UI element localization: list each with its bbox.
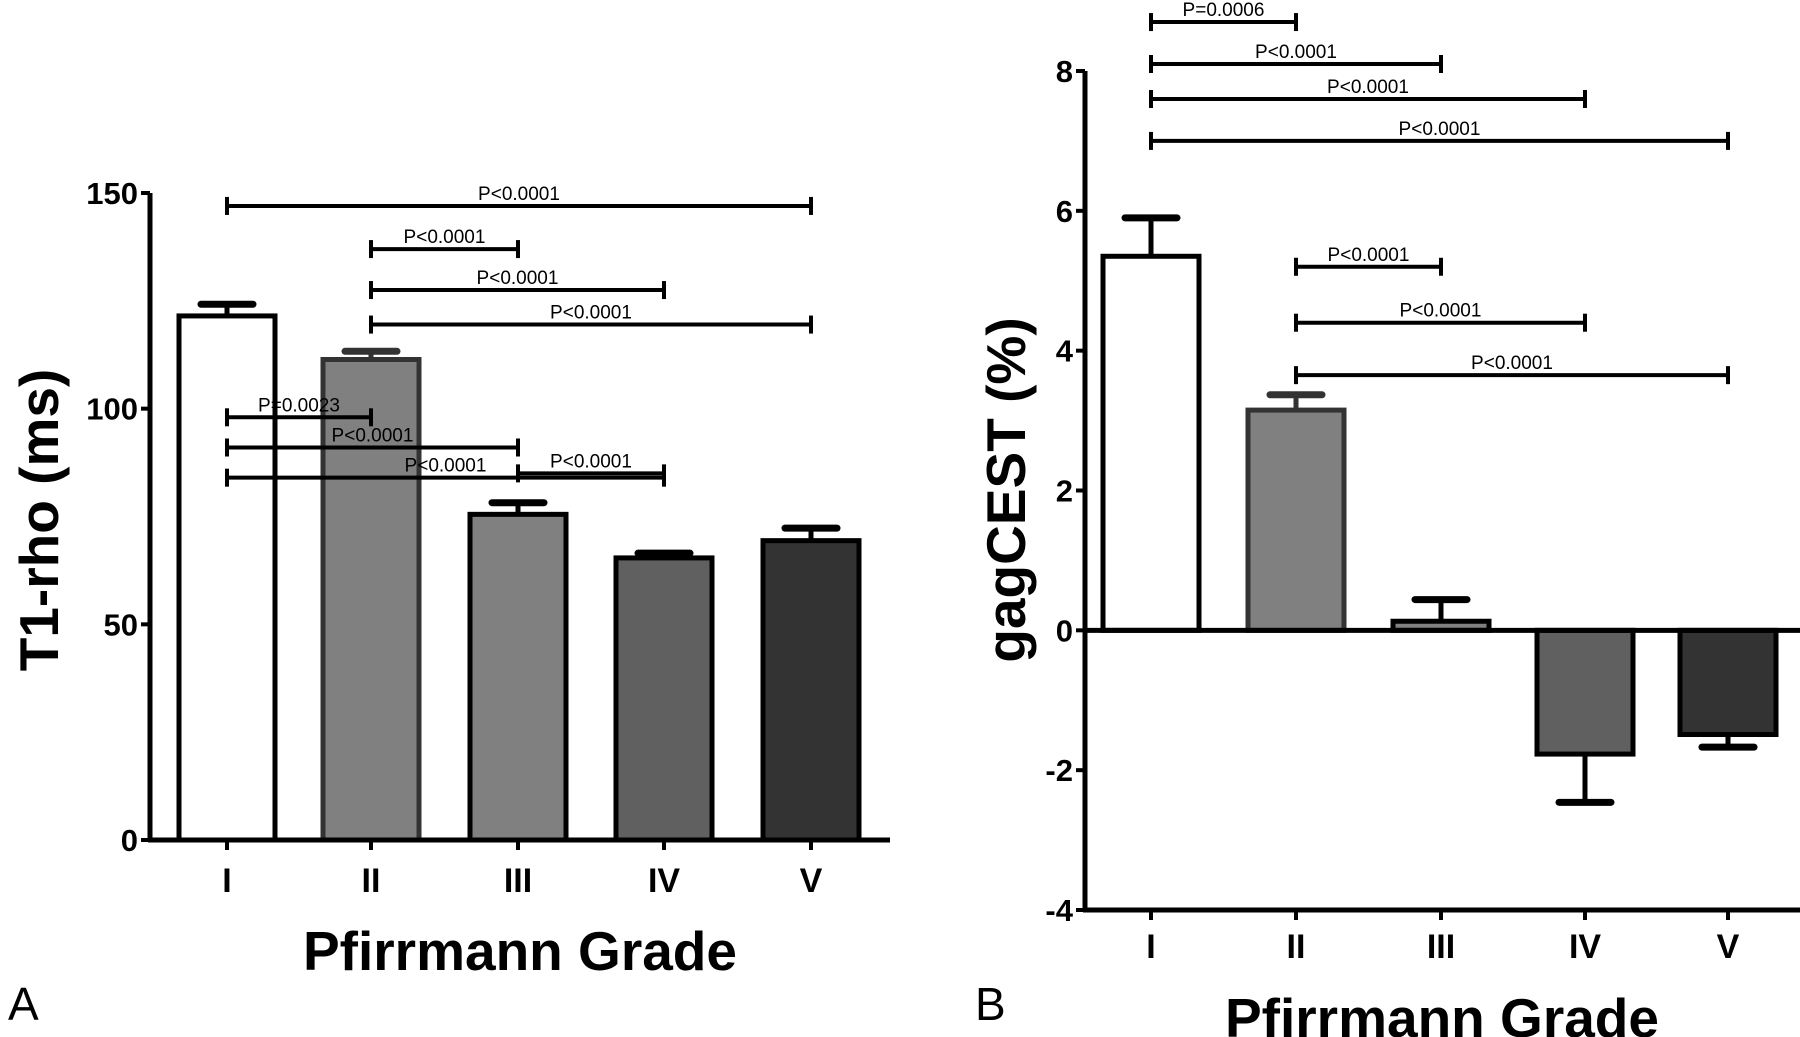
y-tick-label: 8 xyxy=(1056,54,1073,89)
bar xyxy=(1245,407,1347,633)
x-axis-title-b: Pfirrmann Grade xyxy=(1225,987,1659,1037)
bar xyxy=(1534,627,1636,757)
p-value-label: P<0.0001 xyxy=(1328,245,1410,266)
y-tick-label: 100 xyxy=(86,392,138,427)
y-axis-title-b: gagCEST (%) xyxy=(975,317,1037,662)
x-tick-label: IV xyxy=(648,862,680,900)
p-value-label: P<0.0001 xyxy=(1471,353,1553,374)
bar xyxy=(176,313,278,843)
y-tick-label: 0 xyxy=(1056,613,1073,648)
p-value-label: P=0.0023 xyxy=(258,395,340,416)
y-tick-label: -4 xyxy=(1045,893,1073,928)
y-tick-label: 50 xyxy=(104,607,138,642)
p-value-label: P<0.0001 xyxy=(477,268,559,289)
x-tick-label: V xyxy=(1717,928,1740,966)
y-axis-title-a: T1-rho (ms) xyxy=(8,369,70,672)
bar xyxy=(467,511,569,843)
p-value-label: P<0.0001 xyxy=(550,303,632,324)
x-tick-label: I xyxy=(1146,928,1155,966)
panel-label-b: B xyxy=(975,978,1006,1030)
bar xyxy=(1677,627,1779,738)
y-tick-label: 150 xyxy=(86,176,138,211)
x-axis-title-a: Pfirrmann Grade xyxy=(303,920,737,982)
y-tick-label: 6 xyxy=(1056,194,1073,229)
x-tick-label: II xyxy=(1287,928,1306,966)
x-tick-label: V xyxy=(800,862,823,900)
x-tick-label: II xyxy=(362,862,381,900)
y-tick-label: -2 xyxy=(1045,753,1073,788)
p-value-label: P<0.0001 xyxy=(1255,42,1337,63)
x-tick-label: III xyxy=(504,862,532,900)
p-value-label: P<0.0001 xyxy=(332,425,414,446)
p-value-label: P<0.0001 xyxy=(478,184,560,205)
x-tick-label: I xyxy=(222,862,231,900)
chart-b: B Pfirrmann Grade gagCEST (%) -4 -2 0 2 4 6 8 I… xyxy=(975,0,1800,1037)
x-tick-label: III xyxy=(1427,928,1455,966)
y-tick-label: 2 xyxy=(1056,474,1073,509)
bar xyxy=(1100,253,1202,633)
p-value-label: P<0.0001 xyxy=(404,227,486,248)
chart-a: A Pfirrmann Grade T1-rho (ms) 0 50 100 150 I… xyxy=(8,176,890,1030)
bar xyxy=(320,356,422,843)
panel-label-a: A xyxy=(8,978,39,1030)
p-value-label: P<0.0001 xyxy=(550,451,632,472)
bar xyxy=(760,538,862,843)
y-tick-label: 0 xyxy=(121,823,138,858)
p-value-label: P=0.0006 xyxy=(1183,0,1265,21)
x-tick-label: IV xyxy=(1569,928,1601,966)
p-value-label: P<0.0001 xyxy=(405,456,487,477)
p-value-label: P<0.0001 xyxy=(1327,77,1409,98)
bar xyxy=(613,555,715,843)
p-value-label: P<0.0001 xyxy=(1399,119,1481,140)
y-tick-label: 4 xyxy=(1056,334,1074,369)
p-value-label: P<0.0001 xyxy=(1400,301,1482,322)
